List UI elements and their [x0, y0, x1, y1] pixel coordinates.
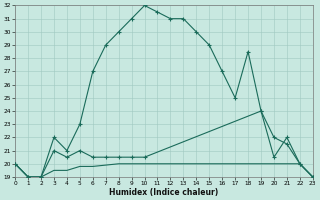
- X-axis label: Humidex (Indice chaleur): Humidex (Indice chaleur): [109, 188, 219, 197]
